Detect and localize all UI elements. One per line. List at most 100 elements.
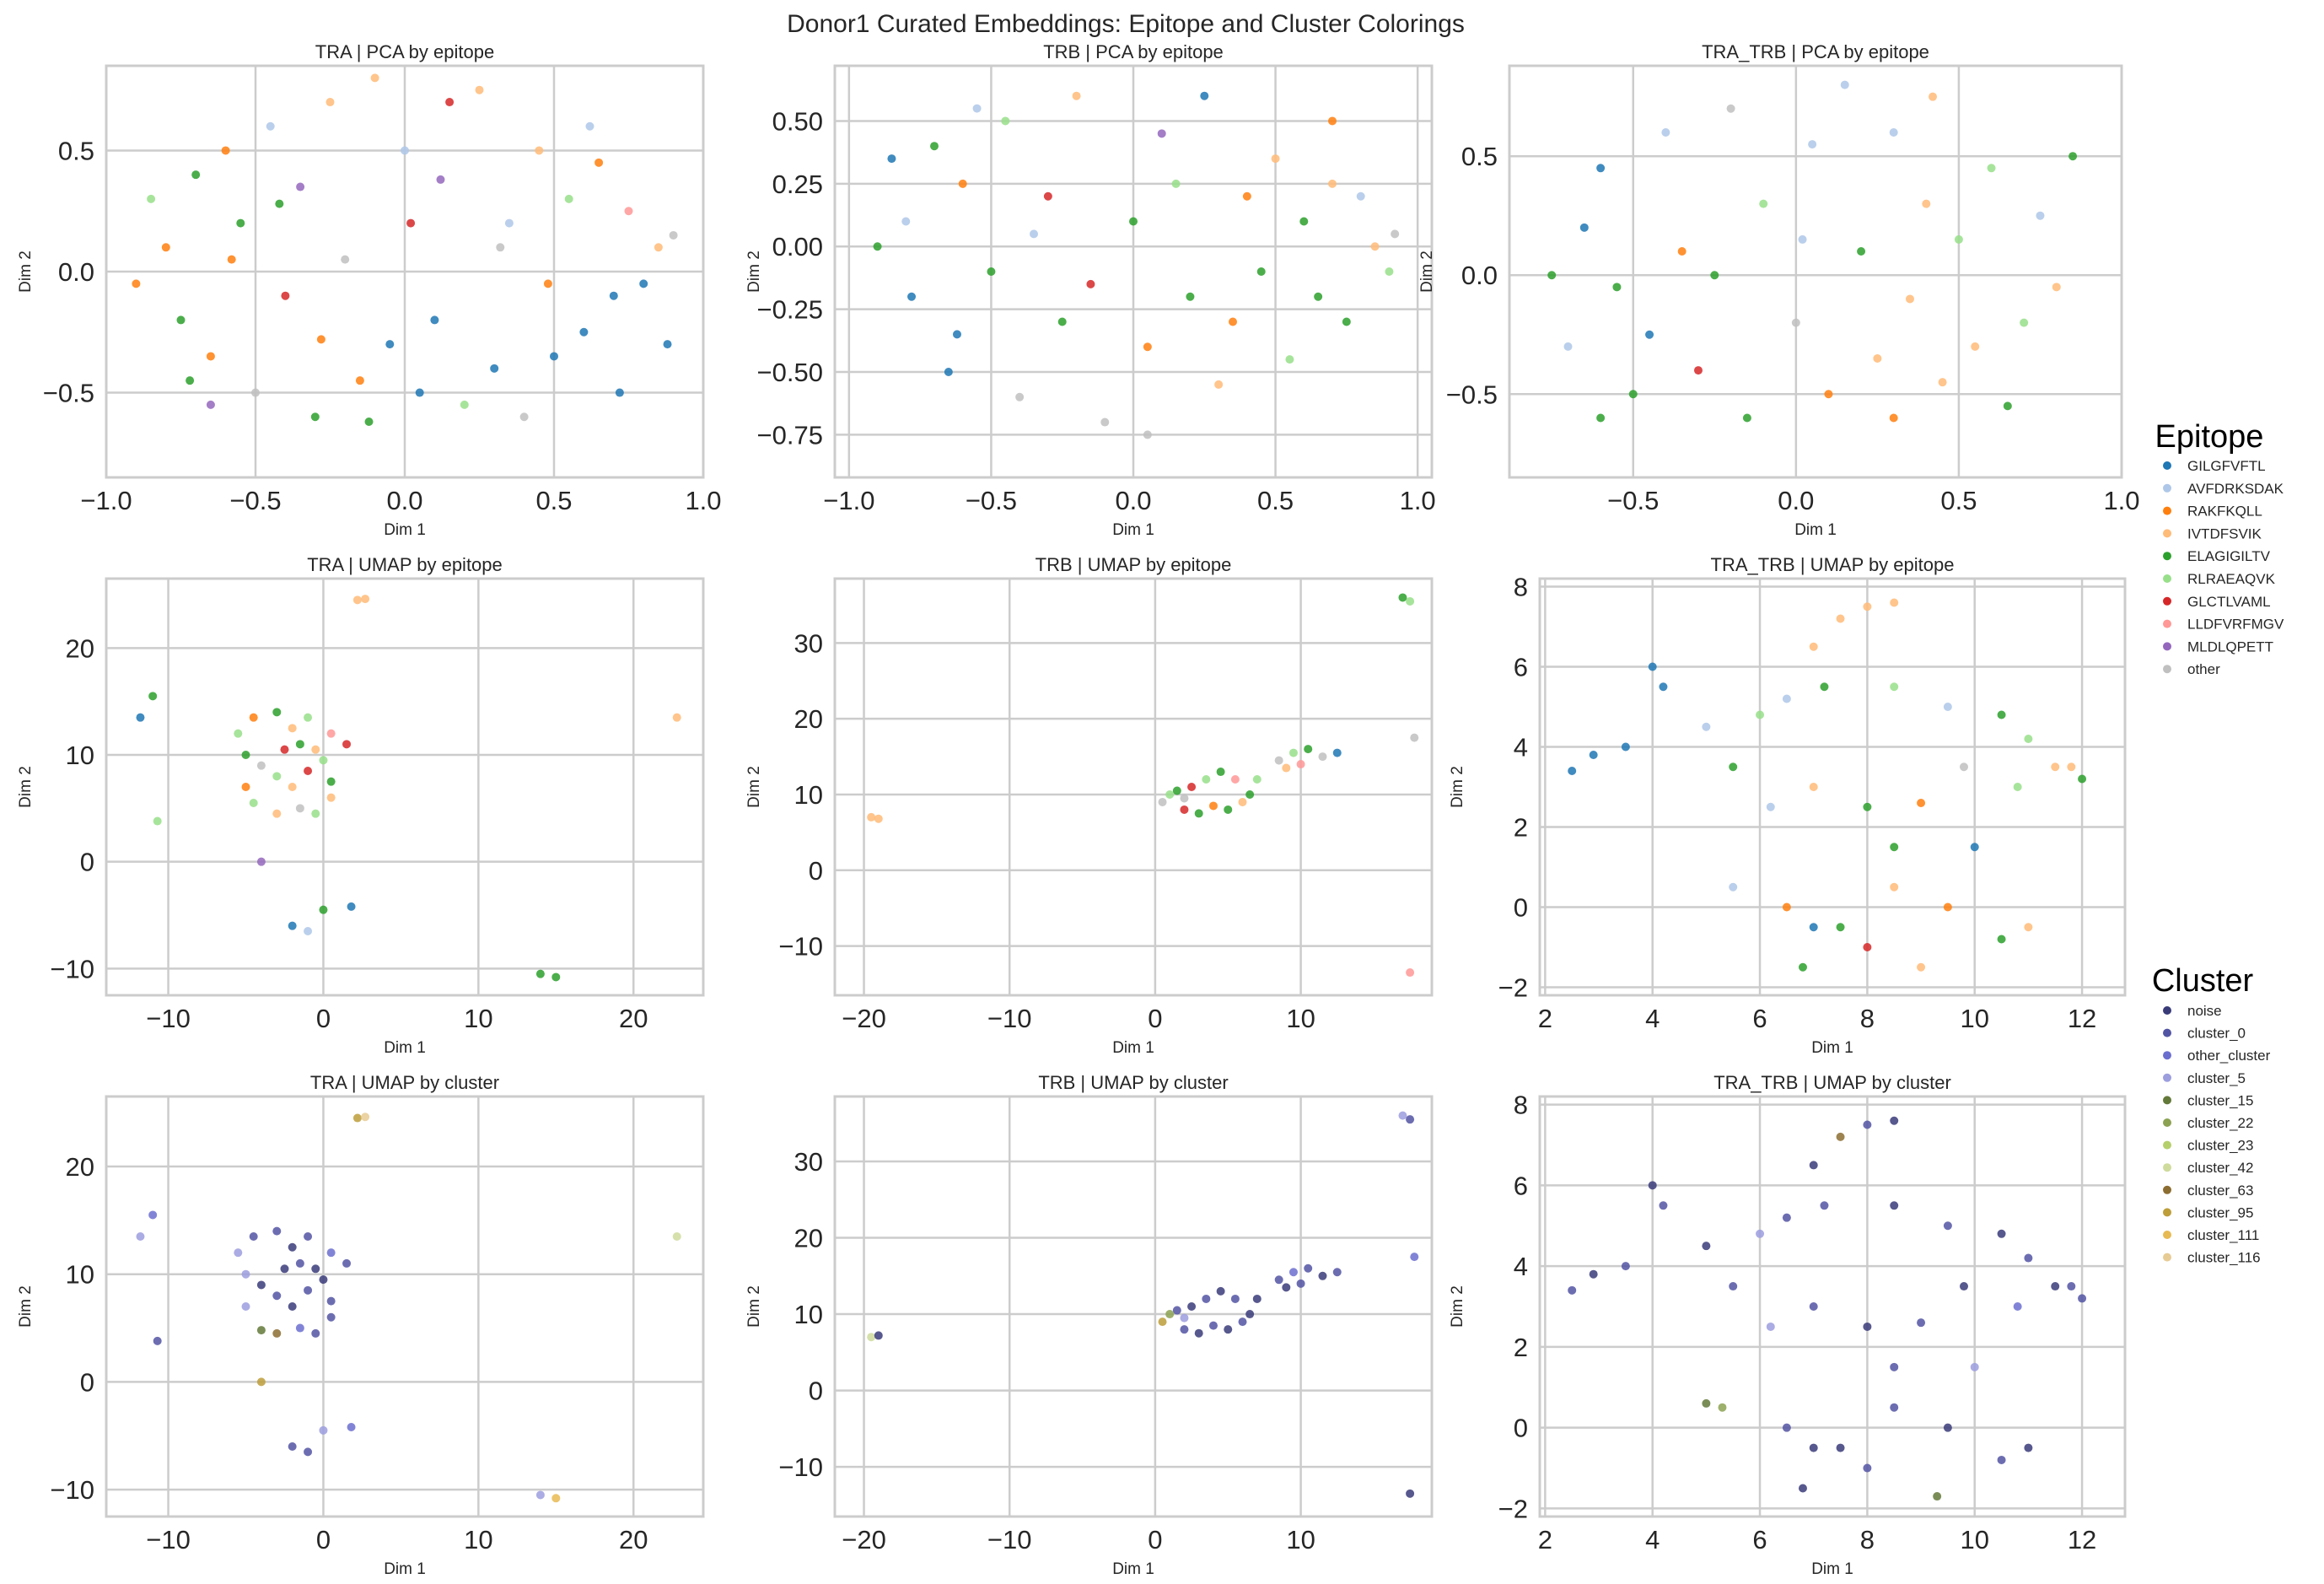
data-point (176, 315, 186, 325)
y-tick-label: −0.5 (43, 379, 94, 408)
data-point (1224, 1325, 1233, 1334)
data-point (1589, 1269, 1598, 1279)
plot-frame (833, 1095, 1434, 1518)
data-point (2078, 774, 2087, 784)
x-tick-label: 0.0 (386, 486, 422, 515)
legend-label: RLRAEAQVK (2187, 571, 2276, 587)
y-tick-label: −10 (50, 1475, 94, 1505)
data-point (1836, 614, 1845, 623)
data-point (624, 207, 633, 216)
data-point (326, 1296, 336, 1306)
data-point (1659, 1201, 1668, 1210)
data-point (1157, 129, 1166, 138)
data-point (1726, 104, 1735, 113)
data-point (1194, 1328, 1203, 1338)
data-point (1332, 748, 1342, 757)
data-point (972, 104, 982, 113)
data-point (1756, 710, 1765, 719)
data-point (1809, 642, 1818, 651)
data-point (1202, 775, 1211, 784)
data-point (2020, 318, 2029, 327)
plot-frame (105, 577, 705, 997)
data-point (401, 146, 409, 155)
data-point (1997, 1455, 2006, 1464)
data-point (1648, 1181, 1657, 1190)
legend-label: cluster_22 (2187, 1115, 2253, 1131)
x-tick-label: 0 (316, 1525, 331, 1554)
data-point (1659, 682, 1668, 692)
panel-4: −10 0 10 20 −10 0 10 20 TRA | UMAP by epitope Dim… (17, 554, 705, 1057)
data-point (272, 1291, 282, 1301)
data-point (1718, 1403, 1727, 1412)
data-point (342, 1258, 352, 1268)
data-point (1187, 783, 1197, 791)
x-tick-label: 0 (1148, 1525, 1162, 1554)
data-point (535, 146, 544, 155)
x-tick-label: 12 (2068, 1525, 2096, 1554)
panel-title: TRA | PCA by epitope (315, 41, 494, 62)
data-point (1385, 267, 1394, 276)
data-point (1987, 164, 1996, 173)
legend-label: noise (2187, 1003, 2222, 1019)
data-point (132, 279, 141, 288)
data-point (535, 1490, 545, 1500)
legend-label: RAKFKQLL (2187, 504, 2262, 520)
data-point (186, 376, 195, 385)
legend-label: cluster_111 (2187, 1227, 2259, 1243)
data-point (1782, 902, 1791, 912)
data-point (1836, 1443, 1845, 1452)
data-point (436, 175, 445, 184)
data-point (1165, 789, 1175, 799)
data-point (1824, 390, 1833, 399)
data-point (1202, 1294, 1211, 1303)
data-point (1890, 1403, 1899, 1412)
data-point (1943, 1423, 1952, 1432)
panel-9: 2 4 6 8 10 12 −2 0 2 4 6 8 TRA_TRB | UMAP by cluster… (1449, 1072, 2127, 1578)
x-axis-label: Dim 1 (384, 1560, 426, 1578)
data-point (311, 1328, 320, 1338)
data-point (148, 1210, 158, 1220)
x-tick-label: −1.0 (80, 486, 132, 515)
data-point (1782, 1213, 1791, 1222)
y-tick-label: 10 (794, 1300, 823, 1329)
data-point (1791, 318, 1800, 327)
data-point (1929, 92, 1938, 101)
data-point (148, 692, 158, 701)
data-point (1238, 797, 1247, 806)
legend-label: cluster_23 (2187, 1138, 2253, 1154)
data-point (1579, 223, 1589, 232)
data-point (304, 927, 313, 935)
x-tick-label: −0.5 (1607, 486, 1659, 515)
x-tick-label: 0.5 (1257, 486, 1294, 515)
data-point (1798, 234, 1807, 244)
data-point (251, 388, 260, 397)
data-point (1954, 234, 1963, 244)
data-point (1959, 762, 1968, 772)
data-point (1621, 1262, 1630, 1271)
data-point (430, 315, 439, 325)
data-point (550, 352, 558, 361)
data-point (1863, 1322, 1872, 1331)
data-point (1245, 789, 1255, 799)
data-point (867, 812, 876, 822)
y-tick-label: 10 (66, 1260, 94, 1290)
legend-marker (2163, 1051, 2171, 1060)
y-tick-label: −10 (50, 954, 94, 983)
y-axis-label: Dim 2 (1449, 766, 1466, 808)
y-tick-label: 2 (1514, 1333, 1528, 1362)
legend-marker (2163, 665, 2171, 674)
data-point (1165, 1310, 1175, 1319)
data-point (1158, 1317, 1167, 1327)
data-point (272, 772, 282, 781)
data-point (1187, 1302, 1197, 1311)
data-point (672, 1232, 681, 1241)
data-point (1282, 1283, 1291, 1292)
data-point (1356, 191, 1365, 201)
data-point (136, 713, 145, 722)
panel-2: −1.0 −0.5 0.0 0.5 1.0 −0.75 −0.50 −0.25 0.00 0.25… (745, 41, 1436, 539)
y-tick-label: 20 (794, 1224, 823, 1253)
x-axis-label: Dim 1 (1112, 1039, 1154, 1057)
data-point (1143, 430, 1152, 439)
data-point (669, 230, 678, 240)
data-point (295, 1258, 304, 1268)
